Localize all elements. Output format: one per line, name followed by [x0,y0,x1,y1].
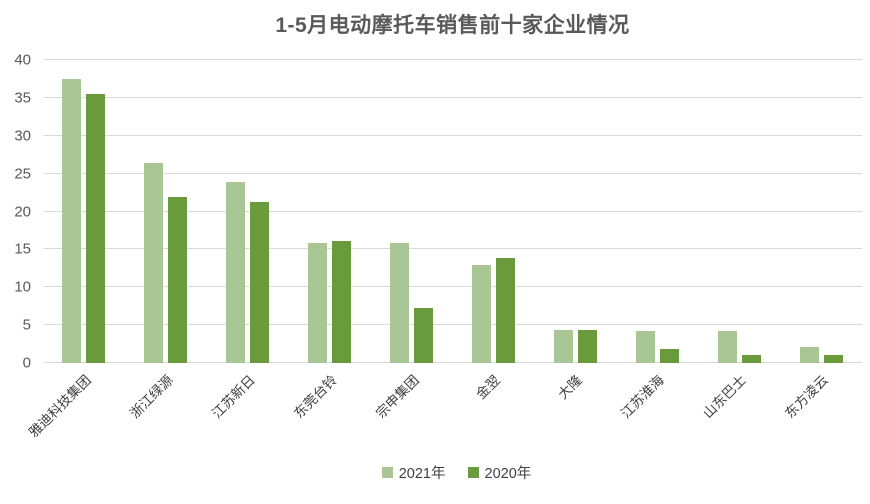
bar-2021年 [144,163,164,363]
bar-group [207,60,289,363]
legend-swatch [467,467,479,478]
legend-item: 2021年 [381,462,446,483]
y-axis: 0 5 10 15 20 25 30 35 40 [0,53,43,371]
y-tick-label: 30 [14,127,31,145]
bar-group [698,60,780,363]
legend: 2021年 2020年 [43,462,870,483]
legend-swatch [381,467,393,478]
gridline [43,362,862,363]
bar-group [616,60,698,363]
y-tick-label: 5 [22,316,31,334]
bar-2020年 [577,330,597,363]
bar-2020年 [659,349,679,363]
bar-2020年 [250,202,270,363]
bar-2021年 [471,264,491,363]
bar-group [780,60,862,363]
bar-2021年 [799,347,819,363]
y-tick-label: 40 [14,51,31,69]
x-axis: 雅迪科技集团 浙江绿源 江苏新日 东莞台铃 宗申集团 金翌 大隆 江苏淮海 山东巴士 东方凌云 [26,363,862,460]
bar-2020年 [86,94,106,363]
gridline [43,210,862,212]
bar-group [43,60,125,363]
gridline [43,324,862,326]
legend-label: 2021年 [398,466,446,482]
chart-title: 1-5月电动摩托车销售前十家企业情况 [275,14,630,37]
bar-2020年 [414,307,434,363]
gridline [43,59,862,60]
bar-group [453,60,535,363]
y-tick-label: 0 [22,354,31,372]
bar-2020年 [823,354,843,363]
bar-2021年 [226,181,246,363]
bar-2021年 [62,78,82,363]
bar-2021年 [635,331,655,363]
bar-2021年 [308,242,328,363]
bars-layer [43,60,862,363]
bar-2020年 [741,354,761,363]
bar-group [289,60,371,363]
bar-group [371,60,453,363]
bar-2020年 [332,241,352,363]
bar-group [125,60,207,363]
bar-2020年 [168,197,188,363]
legend-item: 2020年 [467,462,532,483]
gridline [43,96,862,98]
y-tick-label: 35 [14,89,31,107]
y-tick-label: 15 [14,240,31,258]
bar-2021年 [717,331,737,363]
gridline [43,286,862,288]
bar-2021年 [553,329,573,363]
y-tick-label: 25 [14,165,31,183]
bar-2020年 [495,258,515,363]
gridline [43,248,862,250]
gridline [43,172,862,174]
plot-row: 0 5 10 15 20 25 30 35 40 [0,53,870,371]
bar-2021年 [390,242,410,363]
y-tick-label: 20 [14,203,31,220]
y-tick-label: 10 [14,278,31,296]
gridline [43,134,862,136]
plot-area [43,59,862,363]
legend-label: 2020年 [484,466,532,482]
bar-group [534,60,616,363]
